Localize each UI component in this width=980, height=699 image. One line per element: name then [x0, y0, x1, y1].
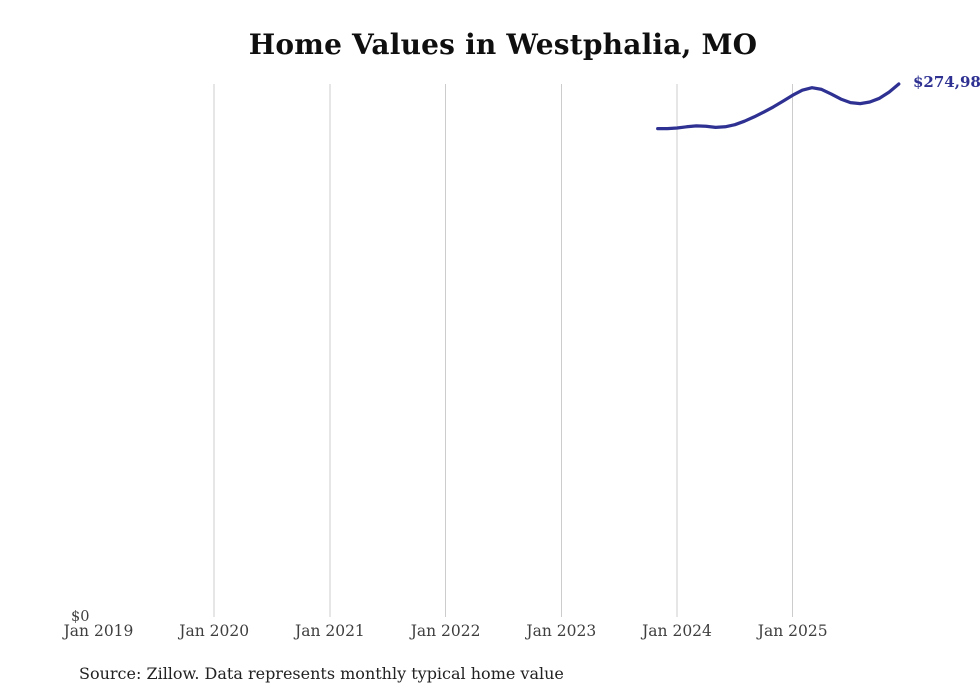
home-value-line	[656, 82, 901, 131]
chart-title: Home Values in Westphalia, MO	[248, 28, 758, 61]
x-axis-tick-label-2023: Jan 2023	[526, 622, 597, 640]
x-axis-tick-label-2020: Jan 2020	[179, 622, 250, 640]
gridlines-group	[213, 84, 794, 617]
source-note: Source: Zillow. Data represents monthly …	[79, 664, 564, 683]
x-axis-tick-label-2021: Jan 2021	[294, 622, 365, 640]
series-group	[656, 82, 901, 131]
latest-value-label: $274,988	[913, 73, 980, 91]
x-axis-tick-label-2019: Jan 2019	[63, 622, 134, 640]
y-axis-zero-tick-label: $0	[71, 609, 90, 625]
x-axis-tick-label-2022: Jan 2022	[410, 622, 481, 640]
x-axis-tick-label-2024: Jan 2024	[642, 622, 712, 640]
x-axis-tick-label-2025: Jan 2025	[757, 622, 828, 640]
